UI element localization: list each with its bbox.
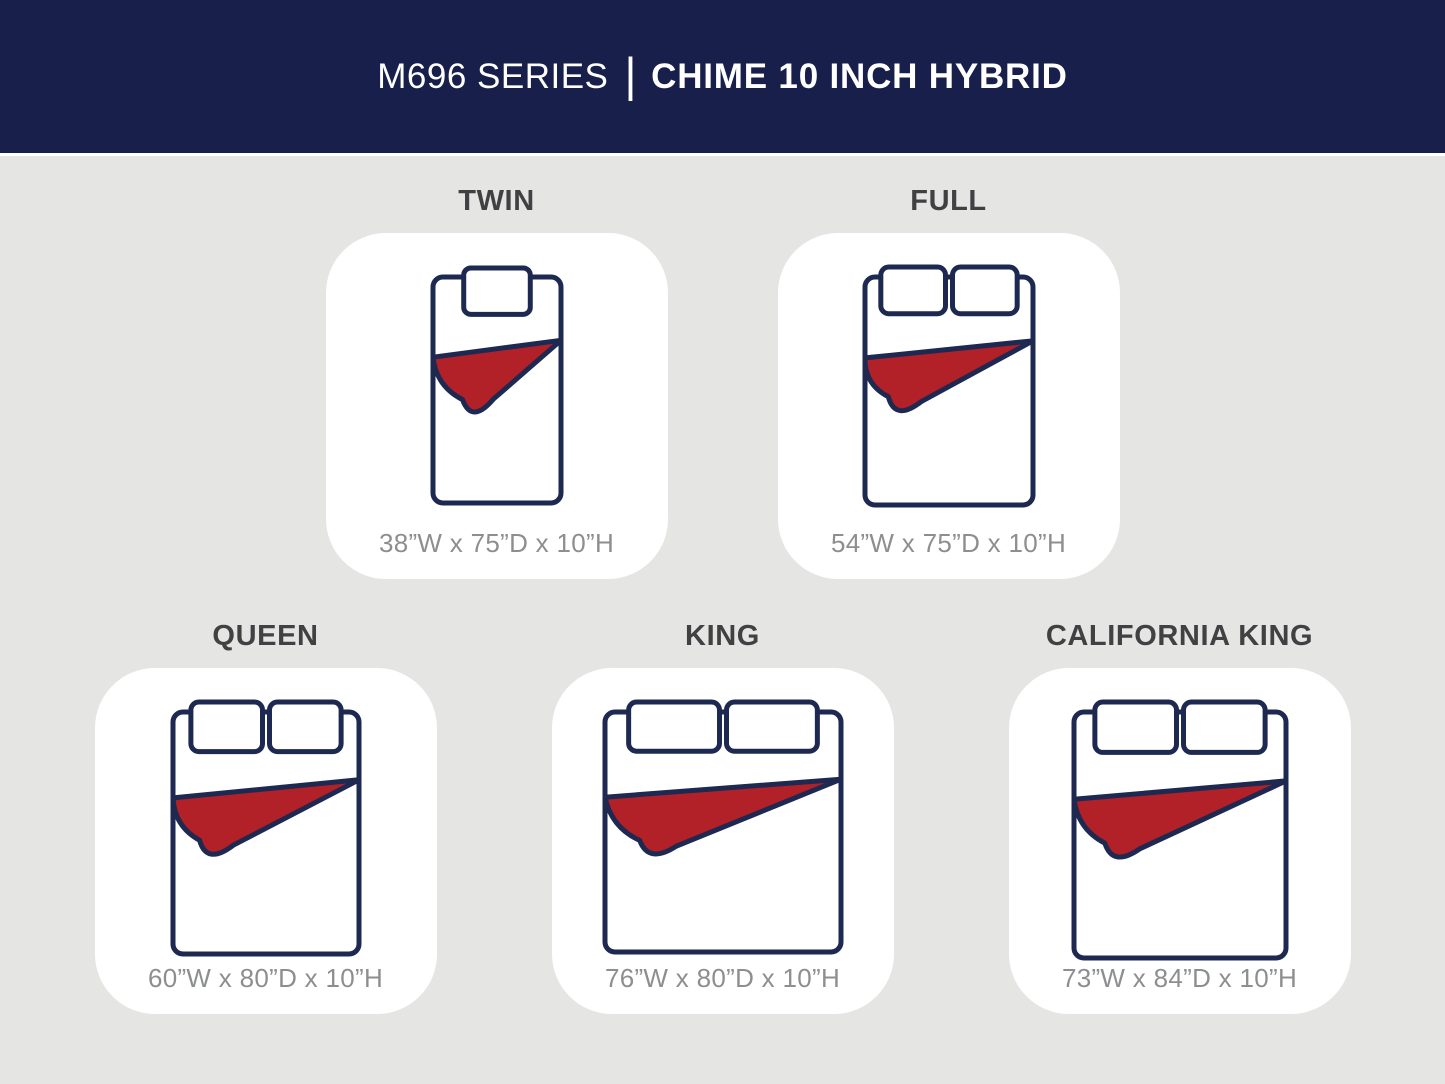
size-card-queen: 60”W x 80”D x 10”H	[94, 668, 437, 1014]
size-card-full: 54”W x 75”D x 10”H	[777, 233, 1120, 579]
bed-icon-twin	[429, 263, 565, 507]
bed-icon-king	[601, 698, 845, 956]
size-label-california-king: CALIFORNIA KING	[1045, 620, 1314, 652]
size-card-twin: 38”W x 75”D x 10”H	[325, 233, 668, 579]
size-cell-california-king: CALIFORNIA KING 73”W x 84”D x 10”H	[1008, 620, 1351, 1014]
size-row-top: TWIN 38”W x 75”D x 10”H FULL 54”W x 75”D…	[0, 186, 1445, 579]
size-label-full: FULL	[910, 185, 987, 217]
bed-icon-california-king	[1070, 698, 1290, 962]
dimensions-text-california-king: 73”W x 84”D x 10”H	[1061, 963, 1298, 993]
size-card-king: 76”W x 80”D x 10”H	[551, 668, 894, 1014]
size-row-bottom: QUEEN 60”W x 80”D x 10”H KING 76”W x 80”…	[0, 621, 1445, 1014]
bed-icon-queen	[169, 698, 363, 958]
size-label-king: KING	[685, 620, 760, 652]
header-banner: M696 SERIES | CHIME 10 INCH HYBRID	[0, 0, 1445, 156]
series-title: M696 SERIES	[377, 56, 609, 96]
size-cell-queen: QUEEN 60”W x 80”D x 10”H	[94, 620, 437, 1014]
size-label-twin: TWIN	[458, 185, 535, 217]
size-cell-king: KING 76”W x 80”D x 10”H	[551, 620, 894, 1014]
bed-icon-full	[861, 263, 1037, 509]
dimensions-text-twin: 38”W x 75”D x 10”H	[378, 528, 615, 558]
product-title: CHIME 10 INCH HYBRID	[651, 56, 1068, 96]
size-cell-full: FULL 54”W x 75”D x 10”H	[777, 185, 1120, 579]
dimensions-text-king: 76”W x 80”D x 10”H	[604, 963, 841, 993]
dimensions-text-queen: 60”W x 80”D x 10”H	[147, 963, 384, 993]
size-card-california-king: 73”W x 84”D x 10”H	[1008, 668, 1351, 1014]
size-label-queen: QUEEN	[212, 620, 319, 652]
dimensions-text-full: 54”W x 75”D x 10”H	[830, 528, 1067, 558]
size-cell-twin: TWIN 38”W x 75”D x 10”H	[325, 185, 668, 579]
